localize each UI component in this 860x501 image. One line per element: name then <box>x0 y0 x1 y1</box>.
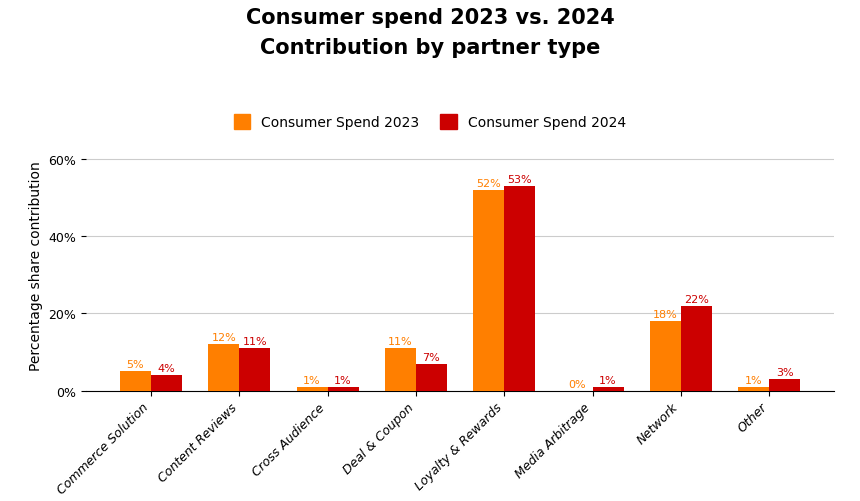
Text: 1%: 1% <box>745 375 763 385</box>
Bar <box>593 387 624 391</box>
Text: 12%: 12% <box>212 333 237 343</box>
Text: 18%: 18% <box>653 310 678 320</box>
Bar <box>681 306 712 391</box>
Text: 5%: 5% <box>126 360 144 370</box>
Text: 1%: 1% <box>335 375 352 385</box>
Text: 7%: 7% <box>422 352 440 362</box>
Bar <box>120 372 150 391</box>
Bar <box>770 379 800 391</box>
Legend: Consumer Spend 2023, Consumer Spend 2024: Consumer Spend 2023, Consumer Spend 2024 <box>228 110 632 135</box>
Bar <box>239 348 270 391</box>
Text: 52%: 52% <box>476 178 501 188</box>
Text: 4%: 4% <box>157 363 175 373</box>
Bar <box>150 375 181 391</box>
Bar <box>650 322 681 391</box>
Bar <box>385 348 416 391</box>
Bar <box>208 345 239 391</box>
Bar <box>504 186 535 391</box>
Text: 22%: 22% <box>684 294 709 304</box>
Text: 11%: 11% <box>243 337 267 347</box>
Text: Contribution by partner type: Contribution by partner type <box>260 38 600 58</box>
Text: Consumer spend 2023 vs. 2024: Consumer spend 2023 vs. 2024 <box>246 8 614 28</box>
Bar <box>297 387 328 391</box>
Bar <box>328 387 359 391</box>
Bar <box>473 190 504 391</box>
Text: 1%: 1% <box>304 375 321 385</box>
Text: 3%: 3% <box>776 367 794 377</box>
Bar <box>416 364 447 391</box>
Text: 0%: 0% <box>568 379 586 389</box>
Bar <box>739 387 770 391</box>
Text: 11%: 11% <box>388 337 413 347</box>
Text: 1%: 1% <box>599 375 617 385</box>
Y-axis label: Percentage share contribution: Percentage share contribution <box>29 161 43 370</box>
Text: 53%: 53% <box>507 175 532 184</box>
